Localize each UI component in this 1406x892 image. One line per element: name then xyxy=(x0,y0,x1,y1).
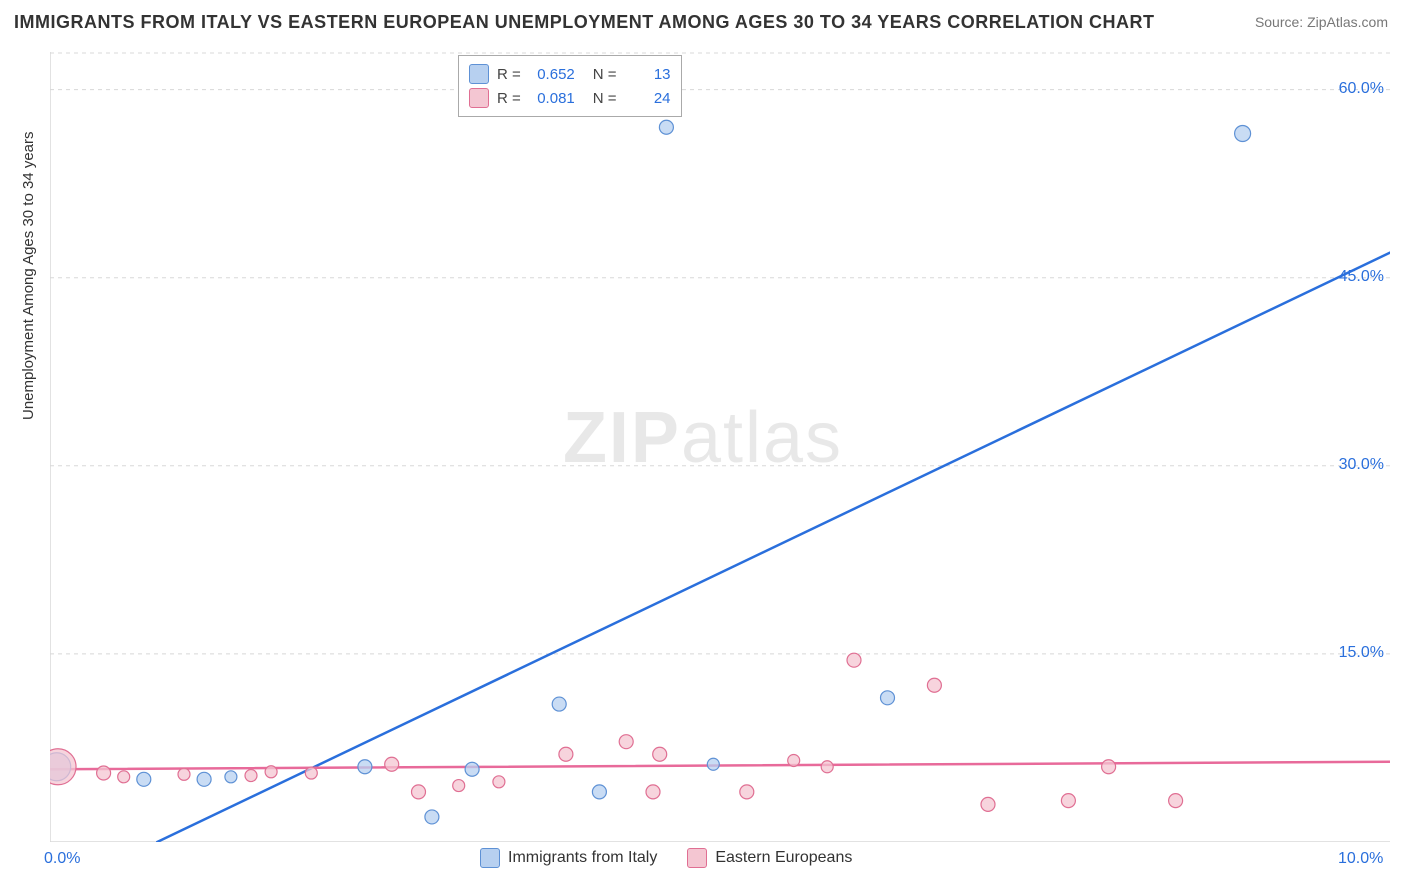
stat-r-value: 0.652 xyxy=(529,66,575,83)
plot-svg xyxy=(50,52,1390,842)
y-tick-label: 30.0% xyxy=(1339,456,1384,474)
legend-swatch-icon xyxy=(687,848,707,868)
stat-n-label: N = xyxy=(593,66,617,83)
legend-series-item: Immigrants from Italy xyxy=(480,848,657,868)
plot-area xyxy=(50,52,1390,842)
y-axis-label: Unemployment Among Ages 30 to 34 years xyxy=(20,131,37,420)
chart-title: IMMIGRANTS FROM ITALY VS EASTERN EUROPEA… xyxy=(14,12,1154,33)
source-label: Source: ZipAtlas.com xyxy=(1255,14,1388,30)
x-tick-label: 10.0% xyxy=(1338,850,1383,868)
stat-n-value: 13 xyxy=(625,66,671,83)
legend-series-item: Eastern Europeans xyxy=(687,848,852,868)
legend-stat-row: R = 0.652 N = 13 xyxy=(469,62,671,86)
legend-stats-box: R = 0.652 N = 13 R = 0.081 N = 24 xyxy=(458,55,682,117)
stat-n-label: N = xyxy=(593,90,617,107)
legend-series: Immigrants from Italy Eastern Europeans xyxy=(480,848,852,868)
stat-r-value: 0.081 xyxy=(529,90,575,107)
legend-series-label: Immigrants from Italy xyxy=(508,849,657,867)
y-tick-label: 15.0% xyxy=(1339,644,1384,662)
legend-series-label: Eastern Europeans xyxy=(715,849,852,867)
legend-swatch-icon xyxy=(469,88,489,108)
y-tick-label: 60.0% xyxy=(1339,80,1384,98)
x-tick-label: 0.0% xyxy=(44,850,80,868)
legend-swatch-icon xyxy=(480,848,500,868)
stat-r-label: R = xyxy=(497,66,521,83)
legend-stat-row: R = 0.081 N = 24 xyxy=(469,86,671,110)
legend-swatch-icon xyxy=(469,64,489,84)
stat-n-value: 24 xyxy=(625,90,671,107)
stat-r-label: R = xyxy=(497,90,521,107)
chart-root: IMMIGRANTS FROM ITALY VS EASTERN EUROPEA… xyxy=(0,0,1406,892)
y-tick-label: 45.0% xyxy=(1339,268,1384,286)
